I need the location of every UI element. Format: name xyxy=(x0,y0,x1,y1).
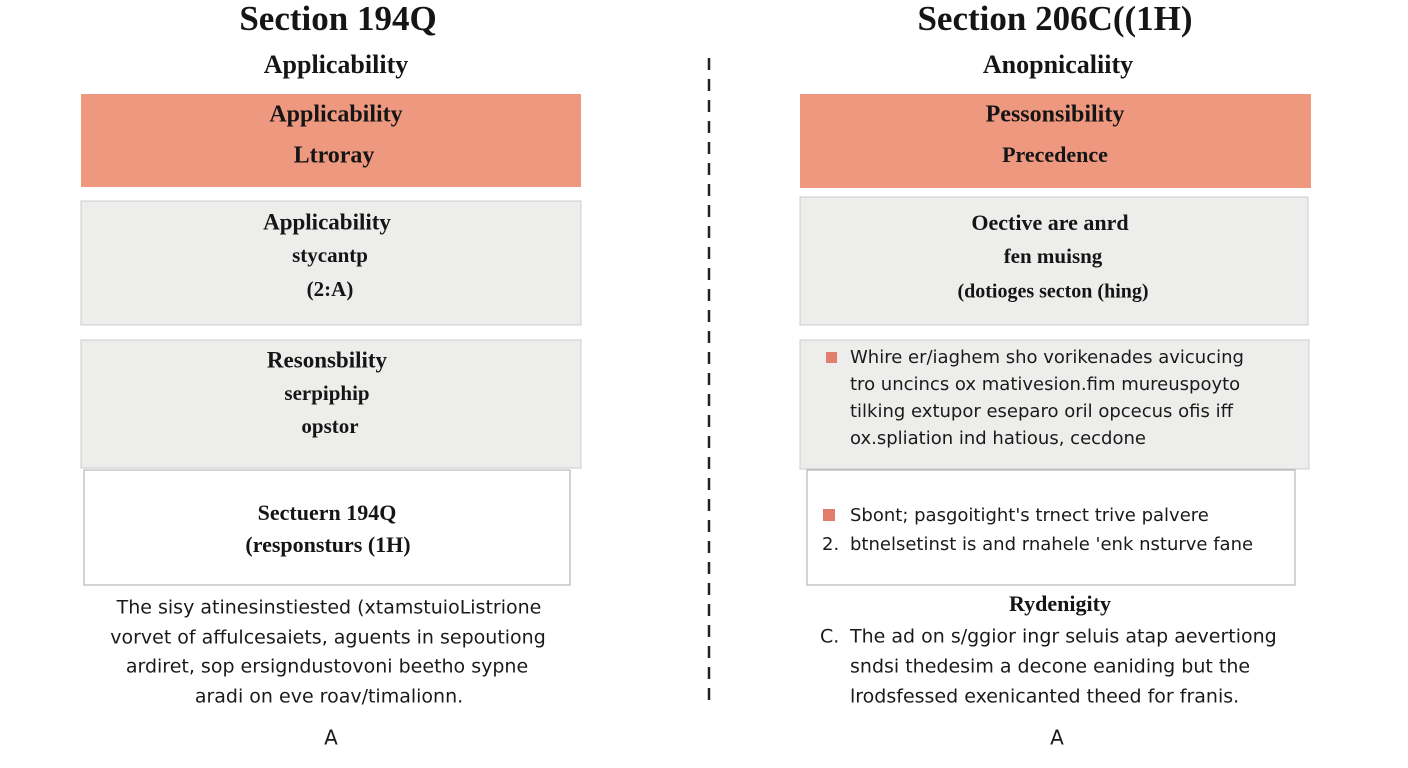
list-item: btnelsetinst is and rnahele 'enk nsturve… xyxy=(850,534,1253,555)
box-line: tilking extupor eseparo oril opcecus ofi… xyxy=(850,401,1234,422)
box-line: fen muisng xyxy=(1004,244,1103,268)
title: Section 206C((1H) xyxy=(917,0,1192,38)
paragraph-line: The ad on s/ggior ingr seluis atap aever… xyxy=(849,626,1277,648)
box xyxy=(80,200,582,326)
subtitle: Anopnicaliity xyxy=(983,50,1133,79)
box-line: opstor xyxy=(301,414,358,438)
box-line: Applicability xyxy=(263,209,391,234)
bullet xyxy=(823,509,835,521)
box xyxy=(83,469,571,586)
box-line: serpiphip xyxy=(284,381,369,405)
box-line: Ltroray xyxy=(294,143,375,169)
box-line: Applicability xyxy=(269,102,402,128)
heading: Rydenigity xyxy=(1009,591,1111,616)
box-line: stycantp xyxy=(292,243,368,267)
box-line: ox.spliation ind hatious, cecdone xyxy=(850,428,1146,449)
box-line: (responsturs (1H) xyxy=(245,532,410,557)
subtitle: Applicability xyxy=(264,50,408,79)
box-line: (2:A) xyxy=(307,277,354,301)
footer: A xyxy=(324,726,338,750)
box xyxy=(799,339,1310,470)
box-line: Resonsbility xyxy=(267,347,388,372)
paragraph-line: The sisy atinesinstiested (xtamstuioList… xyxy=(116,597,542,619)
paragraph-line: sndsi thedesim a decone eaniding but the xyxy=(850,656,1250,678)
box-line: Pessonsibility xyxy=(986,102,1125,128)
box-line: Precedence xyxy=(1002,142,1108,167)
list-marker: 2. xyxy=(822,534,839,555)
header-box xyxy=(800,94,1311,188)
title: Section 194Q xyxy=(239,0,436,38)
bullet xyxy=(826,352,837,363)
box xyxy=(806,469,1296,586)
paragraph-marker: C. xyxy=(820,626,839,648)
box-line: Oective are anrd xyxy=(971,210,1128,235)
box-line: Whire er/iaghem sho vorikenades avicucin… xyxy=(850,347,1244,368)
header-box xyxy=(81,94,581,187)
paragraph-line: lrodsfessed exenicanted theed for franis… xyxy=(850,686,1239,708)
box-line: Sectuern 194Q xyxy=(258,500,397,525)
box xyxy=(80,339,582,469)
list-item: Sbont; pasgoitight's trnect trive palver… xyxy=(850,505,1209,526)
footer: A xyxy=(1050,726,1064,750)
box xyxy=(799,196,1309,326)
paragraph-line: vorvet of affulcesaiets, aguents in sepo… xyxy=(110,627,546,649)
paragraph-line: ardiret, sop ersigndustovoni beetho sypn… xyxy=(126,656,528,678)
paragraph-line: aradi on eve roav/timalionn. xyxy=(195,686,463,708)
box-line: (dotioges secton (hing) xyxy=(957,281,1148,303)
box-line: tro uncincs ox mativesion.fim mureuspoyt… xyxy=(850,374,1240,395)
